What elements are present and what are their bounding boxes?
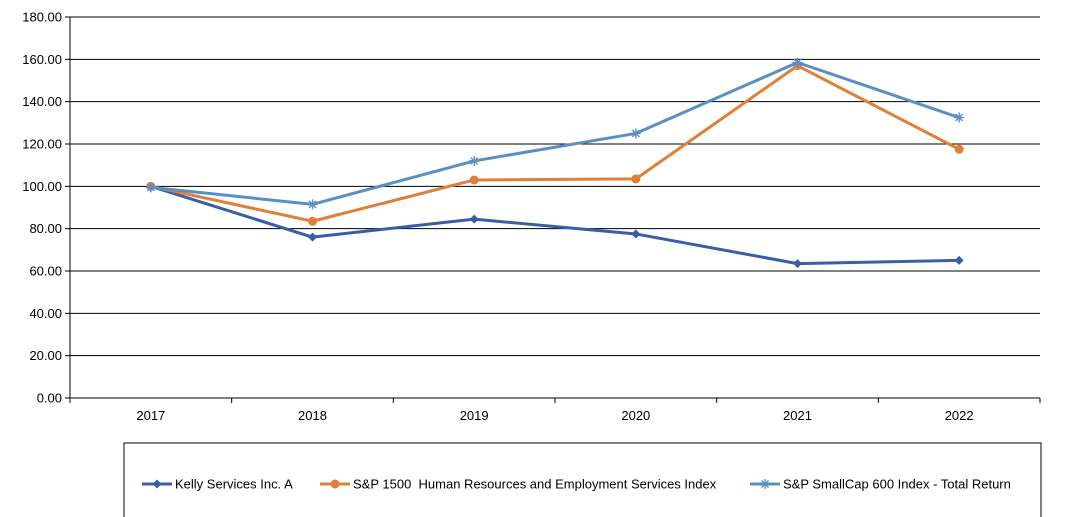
data-point-marker [308, 216, 317, 226]
x-tick-label: 2022 [945, 408, 974, 423]
x-tick-label: 2021 [783, 408, 812, 423]
x-tick-label: 2019 [460, 408, 489, 423]
data-point-marker [307, 199, 318, 210]
data-point-marker [631, 229, 641, 239]
y-tick-label: 140.00 [22, 94, 62, 109]
x-tick-label: 2018 [298, 408, 327, 423]
data-point-marker [308, 232, 317, 242]
y-tick-label: 20.00 [29, 348, 62, 363]
data-point-marker [469, 214, 479, 224]
series-3 [145, 57, 965, 210]
data-point-marker [145, 182, 156, 193]
y-tick-label: 160.00 [22, 52, 62, 67]
legend-label: S&P 1500 Human Resources and Employment … [353, 477, 717, 492]
series-1 [146, 181, 964, 269]
data-point-marker [954, 112, 965, 123]
y-tick-label: 120.00 [22, 137, 62, 152]
x-tick-label: 2020 [621, 408, 650, 423]
legend-box [123, 442, 1042, 517]
data-point-marker [631, 174, 641, 184]
data-point-marker [630, 128, 641, 139]
series-line [150, 61, 960, 206]
x-tick-label: 2017 [136, 408, 165, 423]
data-point-marker [330, 479, 340, 489]
y-tick-label: 0.00 [37, 391, 62, 406]
data-point-marker [793, 259, 802, 269]
legend-entry: S&P SmallCap 600 Index - Total Return [750, 477, 1011, 492]
data-point-marker [792, 57, 803, 68]
legend: Kelly Services Inc. A S&P 1500 Human Reso… [123, 442, 1042, 517]
series-line [150, 64, 960, 223]
data-point-marker [954, 144, 964, 154]
data-point-marker [469, 175, 479, 185]
legend-entry: S&P 1500 Human Resources and Employment … [320, 477, 717, 492]
y-tick-label: 40.00 [29, 306, 62, 321]
x-tick-labels: 2017 2018 2019 2020 2021 2022 [136, 408, 973, 423]
data-point-marker [469, 155, 480, 166]
series-lines [145, 57, 965, 269]
y-tick-label: 180.00 [22, 10, 62, 25]
legend-label: S&P SmallCap 600 Index - Total Return [783, 477, 1011, 492]
y-tick-label: 80.00 [29, 221, 62, 236]
y-tick-labels: 0.00 20.00 40.00 60.00 80.00 100.00 120.00 140.… [22, 10, 62, 406]
gridlines [70, 16, 1040, 357]
y-tick-label: 60.00 [29, 264, 62, 279]
legend-label: Kelly Services Inc. A [175, 477, 293, 492]
axes [65, 16, 1041, 403]
y-tick-label: 100.00 [22, 179, 62, 194]
data-point-marker [954, 255, 964, 265]
series-line [150, 184, 960, 266]
data-point-marker [152, 479, 162, 489]
legend-entry: Kelly Services Inc. A [142, 477, 293, 492]
data-point-marker [760, 479, 770, 489]
